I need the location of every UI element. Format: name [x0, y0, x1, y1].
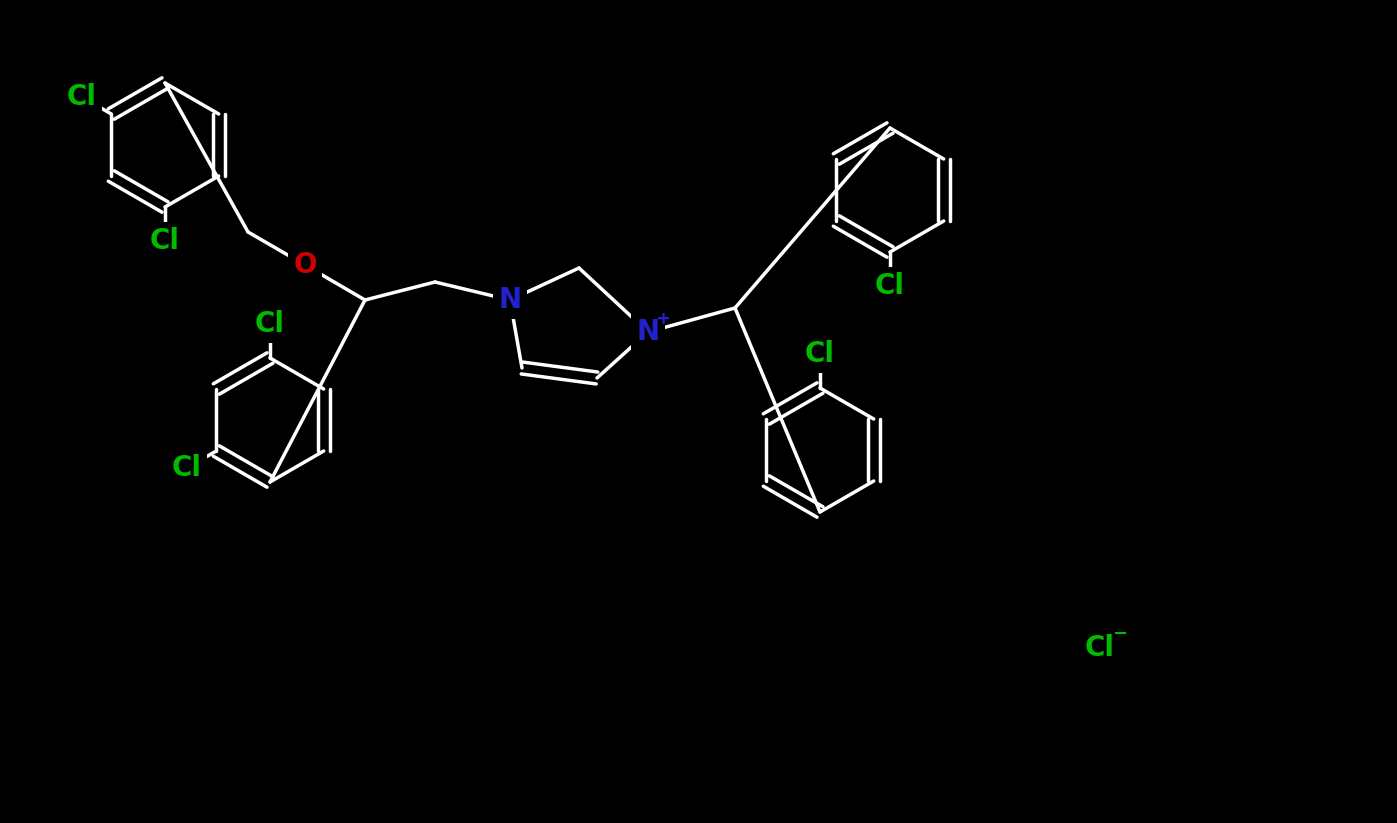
Text: Cl: Cl [149, 227, 180, 255]
Text: Cl: Cl [805, 340, 835, 368]
Text: Cl: Cl [256, 310, 285, 338]
Text: +: + [655, 310, 671, 328]
Text: Cl: Cl [172, 454, 201, 482]
Text: Cl: Cl [67, 83, 96, 111]
Text: N: N [499, 286, 521, 314]
Text: N: N [637, 318, 659, 346]
Text: Cl: Cl [875, 272, 905, 300]
Text: Cl: Cl [1085, 634, 1115, 662]
Text: −: − [1112, 625, 1127, 643]
Text: O: O [293, 251, 317, 279]
